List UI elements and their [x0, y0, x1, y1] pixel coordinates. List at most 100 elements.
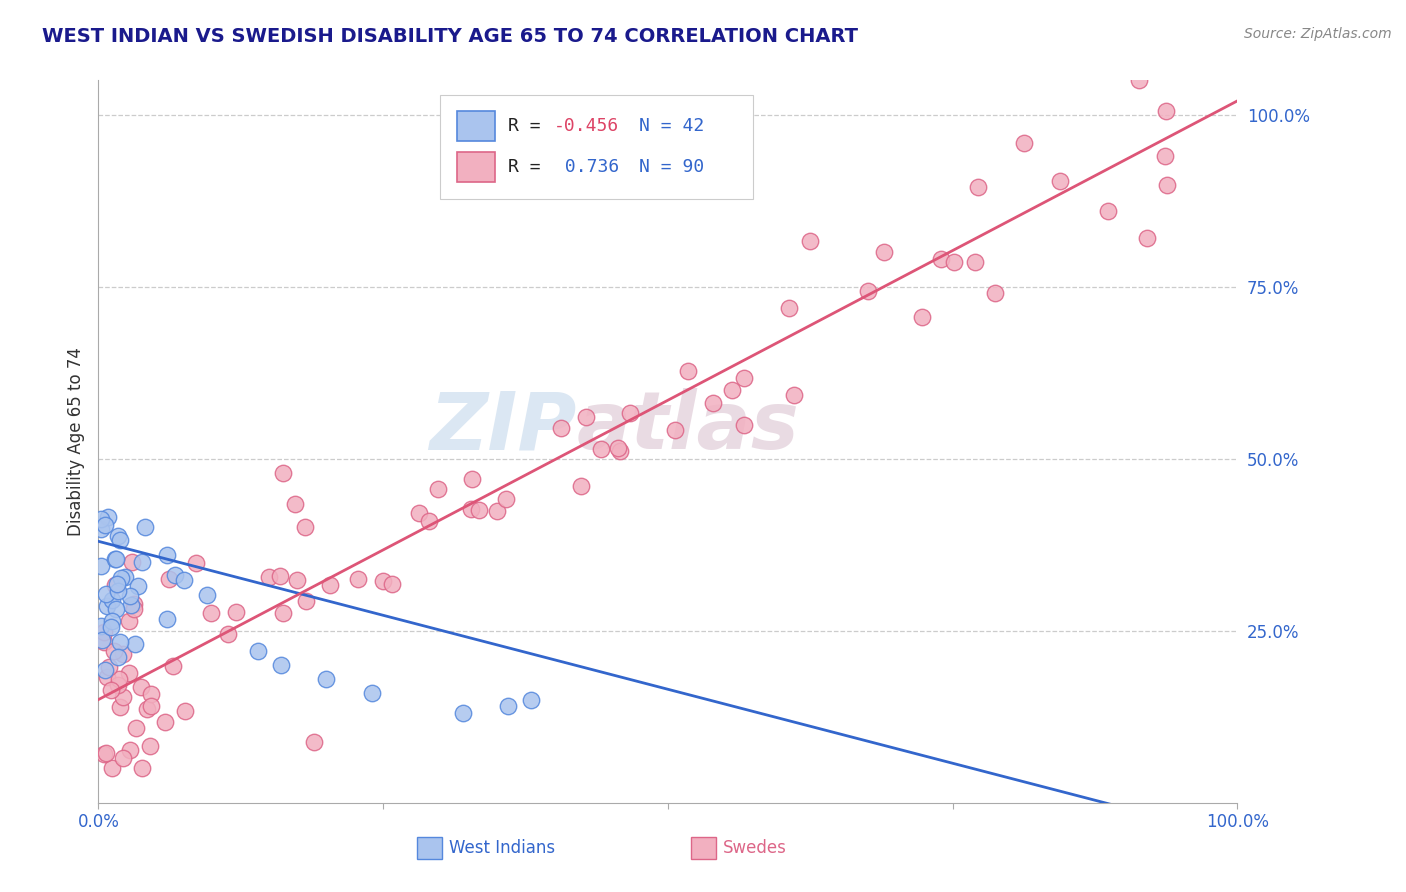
- Point: [129, 681, 152, 695]
- Point: [97, 659, 120, 673]
- Point: [90, 559, 112, 574]
- Point: [112, 647, 135, 661]
- Point: [107, 529, 129, 543]
- Point: [427, 482, 450, 496]
- Point: [184, 556, 207, 570]
- Point: [103, 644, 125, 658]
- Point: [347, 572, 370, 586]
- Point: [97, 510, 120, 524]
- Point: [118, 665, 141, 680]
- Point: [733, 370, 755, 384]
- Text: Swedes: Swedes: [723, 838, 786, 856]
- Point: [139, 739, 162, 754]
- Bar: [690, 838, 716, 859]
- Point: [156, 548, 179, 562]
- Point: [302, 735, 325, 749]
- Point: [285, 573, 308, 587]
- Point: [93, 635, 115, 649]
- Point: [246, 644, 269, 658]
- Point: [110, 700, 132, 714]
- Point: [467, 502, 489, 516]
- Point: [110, 635, 132, 649]
- Point: [1136, 231, 1159, 245]
- Point: [114, 570, 136, 584]
- Point: [118, 614, 141, 628]
- Point: [733, 417, 755, 432]
- Point: [173, 573, 195, 587]
- Point: [451, 706, 474, 721]
- Point: [141, 698, 163, 713]
- FancyBboxPatch shape: [440, 95, 754, 200]
- Point: [100, 615, 122, 629]
- Text: WEST INDIAN VS SWEDISH DISABILITY AGE 65 TO 74 CORRELATION CHART: WEST INDIAN VS SWEDISH DISABILITY AGE 65…: [42, 27, 858, 45]
- Point: [609, 444, 631, 458]
- Point: [101, 593, 124, 607]
- Text: Source: ZipAtlas.com: Source: ZipAtlas.com: [1244, 27, 1392, 41]
- Point: [315, 672, 337, 686]
- Point: [318, 578, 340, 592]
- Point: [104, 551, 127, 566]
- Point: [157, 573, 180, 587]
- Point: [269, 568, 291, 582]
- Point: [271, 606, 294, 620]
- Point: [134, 520, 156, 534]
- Point: [461, 472, 484, 486]
- Point: [153, 714, 176, 729]
- Point: [778, 301, 800, 316]
- Text: atlas: atlas: [576, 388, 800, 467]
- Point: [271, 466, 294, 480]
- Point: [124, 721, 146, 735]
- Point: [195, 588, 218, 602]
- Bar: [457, 152, 495, 182]
- Point: [270, 658, 292, 673]
- Point: [1156, 178, 1178, 192]
- Point: [131, 555, 153, 569]
- Point: [105, 577, 128, 591]
- Point: [294, 594, 316, 608]
- Point: [460, 502, 482, 516]
- Point: [110, 571, 132, 585]
- Point: [1154, 149, 1177, 163]
- Point: [100, 683, 122, 698]
- Point: [872, 245, 894, 260]
- Point: [105, 602, 128, 616]
- Text: R =: R =: [509, 158, 553, 176]
- Point: [408, 506, 430, 520]
- Point: [96, 746, 118, 760]
- Point: [124, 637, 146, 651]
- Point: [856, 284, 879, 298]
- Point: [107, 584, 129, 599]
- Point: [1097, 204, 1119, 219]
- Point: [381, 577, 404, 591]
- Point: [107, 650, 129, 665]
- Point: [156, 611, 179, 625]
- Point: [173, 704, 195, 718]
- Point: [371, 574, 394, 588]
- Point: [1049, 174, 1071, 188]
- Point: [495, 492, 517, 507]
- Point: [93, 625, 115, 640]
- Point: [93, 747, 115, 762]
- Point: [107, 678, 129, 692]
- Point: [721, 383, 744, 397]
- Point: [485, 504, 508, 518]
- Point: [94, 587, 117, 601]
- Point: [200, 606, 222, 620]
- Point: [1154, 103, 1177, 118]
- Point: [607, 442, 630, 456]
- Point: [141, 687, 163, 701]
- Point: [360, 686, 382, 700]
- Point: [96, 599, 118, 614]
- Point: [418, 514, 440, 528]
- Point: [589, 442, 612, 457]
- Point: [91, 632, 114, 647]
- Point: [104, 552, 127, 566]
- Point: [136, 702, 159, 716]
- Text: West Indians: West Indians: [449, 838, 555, 856]
- Point: [90, 618, 112, 632]
- Text: N = 42: N = 42: [640, 117, 704, 135]
- Point: [550, 421, 572, 435]
- Point: [122, 602, 145, 616]
- Point: [911, 310, 934, 324]
- Text: N = 90: N = 90: [640, 158, 704, 176]
